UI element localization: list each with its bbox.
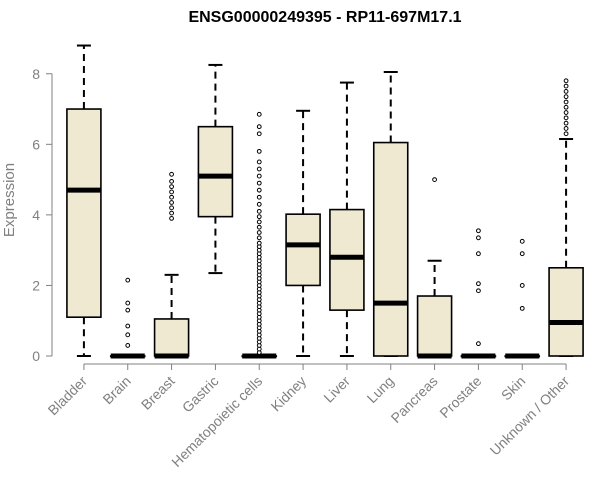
outlier-point [169, 184, 174, 190]
outlier-point [169, 200, 174, 205]
outlier-point [125, 332, 131, 338]
outlier-point [169, 205, 174, 211]
x-tick-label: Breast [138, 373, 178, 413]
box-lung [372, 70, 409, 357]
outlier-point [256, 159, 262, 165]
outlier-point [256, 194, 262, 200]
box-kidney [285, 109, 321, 357]
outlier-point [169, 189, 174, 195]
box-unknown-other [548, 78, 584, 357]
outlier-point [256, 214, 262, 220]
outlier-point [125, 323, 131, 329]
y-axis-label: Expression [1, 163, 18, 237]
box-iqr [372, 141, 409, 357]
outlier-point [256, 166, 262, 172]
box-iqr [153, 318, 190, 357]
outlier-point [169, 216, 174, 221]
x-tick-label: Prostate [436, 373, 484, 421]
outlier-point [256, 111, 262, 117]
outlier-point [256, 230, 262, 235]
box-brain [109, 277, 146, 359]
y-axis: 0 2 4 6 8 [32, 66, 53, 364]
box-iqr [197, 125, 234, 218]
box-liver [329, 81, 365, 357]
x-tick-label: Kidney [268, 373, 310, 415]
box-series [66, 44, 584, 359]
outlier-point [476, 281, 481, 287]
chart-title: ENSG00000249395 - RP11-697M17.1 [188, 9, 461, 26]
outlier-point [125, 300, 131, 306]
outlier-point [256, 208, 262, 214]
outlier-point [519, 283, 525, 288]
box-gastric [197, 63, 234, 275]
box-iqr [329, 208, 365, 311]
outlier-point [125, 277, 131, 283]
outlier-point [256, 201, 262, 207]
outlier-point [563, 120, 569, 126]
outlier-point [563, 83, 569, 89]
outlier-point [169, 178, 174, 184]
box-iqr [416, 295, 453, 357]
outlier-point [256, 219, 262, 225]
outlier-point [256, 180, 262, 186]
x-tick-label: Unknown / Other [487, 373, 573, 459]
outlier-point [519, 305, 525, 311]
outlier-point [563, 99, 569, 105]
outlier-point [256, 173, 262, 179]
outlier-point [519, 238, 525, 244]
x-tick-label: Skin [498, 373, 529, 404]
outlier-point [169, 194, 174, 200]
outlier-point [563, 110, 569, 115]
outlier-point [476, 235, 481, 241]
x-tick-label: Gastric [179, 373, 222, 416]
outlier-point [563, 104, 569, 110]
outlier-point [169, 171, 174, 177]
y-tick-label: 8 [32, 66, 40, 82]
outlier-point [519, 251, 525, 257]
box-iqr [66, 108, 102, 318]
box-bladder [66, 44, 102, 357]
outlier-point [125, 343, 131, 348]
outlier-point [563, 88, 569, 94]
x-tick-label: Lung [364, 373, 397, 406]
y-tick-label: 6 [32, 136, 40, 152]
outlier-point [476, 251, 481, 257]
outlier-point [563, 78, 569, 84]
x-tick-label: Bladder [45, 373, 91, 419]
outlier-point [432, 177, 437, 182]
outlier-point [256, 235, 262, 241]
box-iqr [285, 213, 321, 287]
outlier-point [476, 288, 481, 294]
outlier-point [563, 115, 569, 121]
outlier-point [256, 131, 262, 137]
y-tick-label: 0 [32, 348, 40, 364]
outlier-point [256, 124, 262, 130]
box-skin [504, 238, 541, 359]
outlier-point [563, 126, 569, 131]
outlier-point [563, 94, 569, 100]
outlier-point [125, 307, 131, 313]
x-tick-label: Pancreas [388, 373, 441, 426]
x-tick-label: Brain [99, 373, 133, 407]
outlier-point [563, 131, 569, 137]
outlier-point [256, 240, 262, 246]
outlier-point [256, 224, 262, 230]
box-iqr [548, 266, 584, 357]
box-breast [153, 171, 190, 359]
y-tick-label: 4 [32, 207, 40, 223]
box-prostate [460, 228, 497, 359]
outlier-point [476, 341, 481, 347]
box-pancreas [416, 177, 453, 359]
x-tick-label: Liver [320, 373, 353, 406]
outlier-point [256, 187, 262, 193]
outlier-point [169, 210, 174, 216]
outlier-point [256, 148, 262, 154]
box-hematopoietic-cells [241, 111, 278, 359]
y-tick-label: 2 [32, 277, 40, 293]
outlier-point [476, 228, 481, 234]
